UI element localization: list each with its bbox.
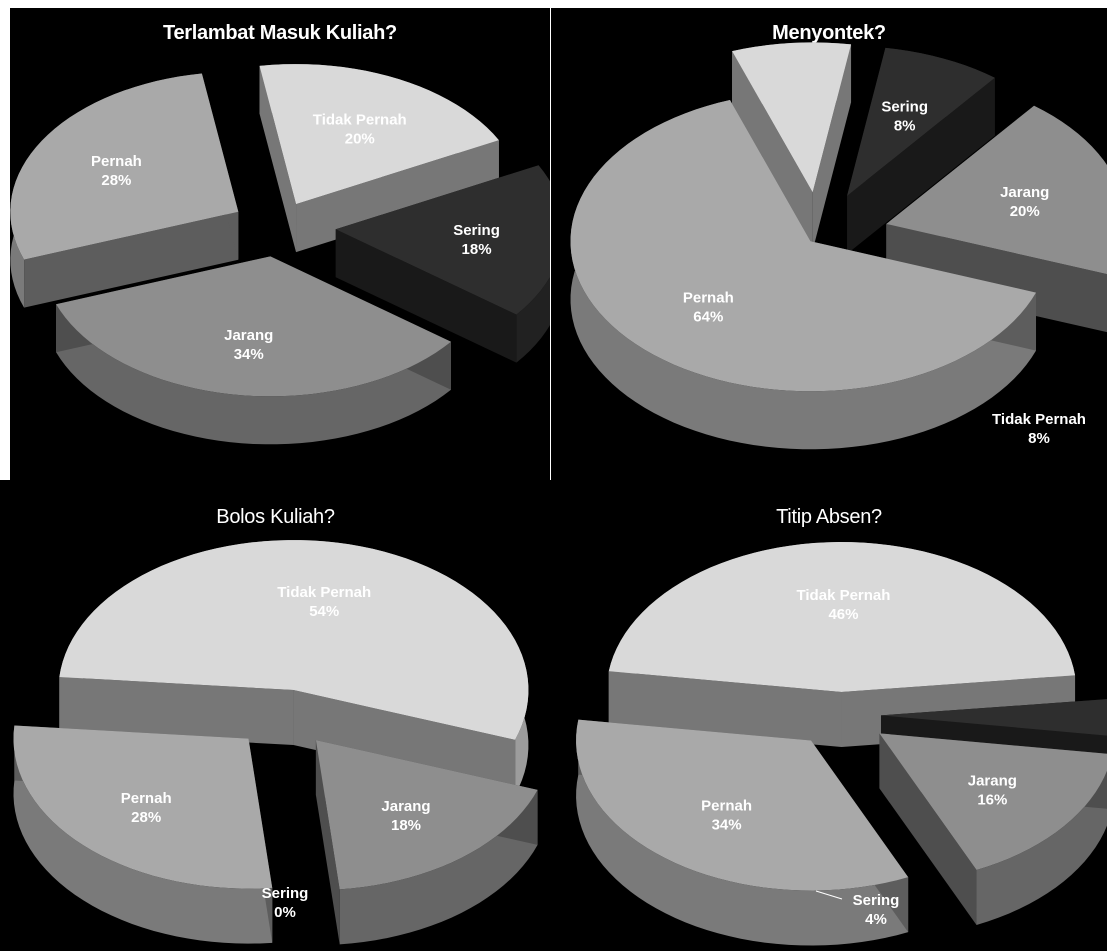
chart-panel-menyontek: Menyontek? Pernah 64% Tidak Pernah 8% Sering… bbox=[551, 8, 1107, 480]
slice-label-category: Pernah bbox=[701, 798, 752, 815]
slice-label-percent: 20% bbox=[1010, 203, 1040, 220]
pie-slice-jarang bbox=[315, 740, 538, 945]
slice-label-category: Tidak Pernah bbox=[313, 112, 407, 129]
slice-label-percent: 54% bbox=[309, 603, 339, 620]
slice-label-percent: 20% bbox=[345, 131, 375, 148]
pie-slice-jarang bbox=[879, 733, 1107, 925]
slice-label-percent: 8% bbox=[1028, 430, 1050, 447]
slice-label-category: Sering bbox=[262, 885, 309, 902]
slice-label-category: Jarang bbox=[968, 772, 1017, 789]
pie-slice-sering bbox=[847, 47, 995, 254]
slice-label-percent: 16% bbox=[977, 791, 1007, 808]
chart-title: Titip Absen? bbox=[776, 506, 882, 528]
slice-label-category: Pernah bbox=[683, 290, 734, 307]
slice-label-category: Jarang bbox=[224, 327, 273, 344]
slice-label-category: Tidak Pernah bbox=[992, 411, 1086, 428]
slice-label-percent: 34% bbox=[234, 346, 264, 363]
slice-label-percent: 46% bbox=[828, 606, 858, 623]
chart-panel-terlambat: Terlambat Masuk Kuliah? Pernah 28% Tidak P… bbox=[10, 8, 550, 480]
slice-label-category: Sering bbox=[453, 222, 500, 239]
slice-label-percent: 64% bbox=[693, 309, 723, 326]
chart-panel-titip-absen: Titip Absen? Tidak Pernah 46% Sering 4% Jara… bbox=[551, 480, 1107, 951]
chart-title: Terlambat Masuk Kuliah? bbox=[163, 22, 397, 44]
pie-chart-terlambat: Pernah 28% Tidak Pernah 20% Sering 18% Jarang 3… bbox=[10, 64, 550, 445]
pie-slice-pernah bbox=[576, 719, 909, 946]
pie-slice-tidak-pernah bbox=[732, 42, 852, 251]
pie-slice-tidak-pernah bbox=[259, 64, 499, 253]
slice-label-percent: 28% bbox=[101, 172, 131, 189]
slice-label-category: Jarang bbox=[1000, 184, 1049, 201]
chart-panel-bolos: Bolos Kuliah? Tidak Pernah 54% Sering 0% Jar… bbox=[0, 480, 551, 951]
slice-label-category: Sering bbox=[853, 892, 900, 909]
pie-slice-pernah bbox=[13, 725, 273, 944]
slice-label-category: Pernah bbox=[91, 153, 142, 170]
slice-label-category: Jarang bbox=[381, 798, 430, 815]
pie-slice-jarang bbox=[56, 256, 451, 445]
slice-label-percent: 28% bbox=[131, 809, 161, 826]
slice-label-percent: 0% bbox=[274, 904, 296, 921]
pie-slice-pernah bbox=[570, 99, 1037, 450]
slice-label-percent: 4% bbox=[865, 911, 887, 928]
pie-slice-jarang bbox=[886, 105, 1107, 333]
slice-label-category: Sering bbox=[881, 98, 928, 115]
pie-slice-sering bbox=[335, 165, 550, 363]
slice-label-category: Tidak Pernah bbox=[277, 584, 371, 601]
slice-label-category: Pernah bbox=[121, 790, 172, 807]
chart-title: Bolos Kuliah? bbox=[216, 506, 335, 528]
slice-label-percent: 8% bbox=[894, 117, 916, 134]
slice-label-percent: 34% bbox=[712, 817, 742, 834]
pie-slice-pernah bbox=[10, 73, 239, 308]
pie-slice-tidak-pernah bbox=[59, 540, 529, 795]
leader-line bbox=[815, 890, 843, 900]
slice-label-percent: 18% bbox=[462, 241, 492, 258]
pie-chart-bolos: Tidak Pernah 54% Sering 0% Jarang 18% Pernah 28… bbox=[13, 540, 538, 945]
slice-label-category: Tidak Pernah bbox=[797, 587, 891, 604]
chart-title: Menyontek? bbox=[772, 22, 886, 44]
pie-chart-titip-absen: Tidak Pernah 46% Sering 4% Jarang 16% Pernah 34… bbox=[576, 542, 1107, 946]
slice-label-percent: 18% bbox=[391, 817, 421, 834]
pie-chart-menyontek: Pernah 64% Tidak Pernah 8% Sering 8% Jarang 20% bbox=[570, 42, 1107, 450]
